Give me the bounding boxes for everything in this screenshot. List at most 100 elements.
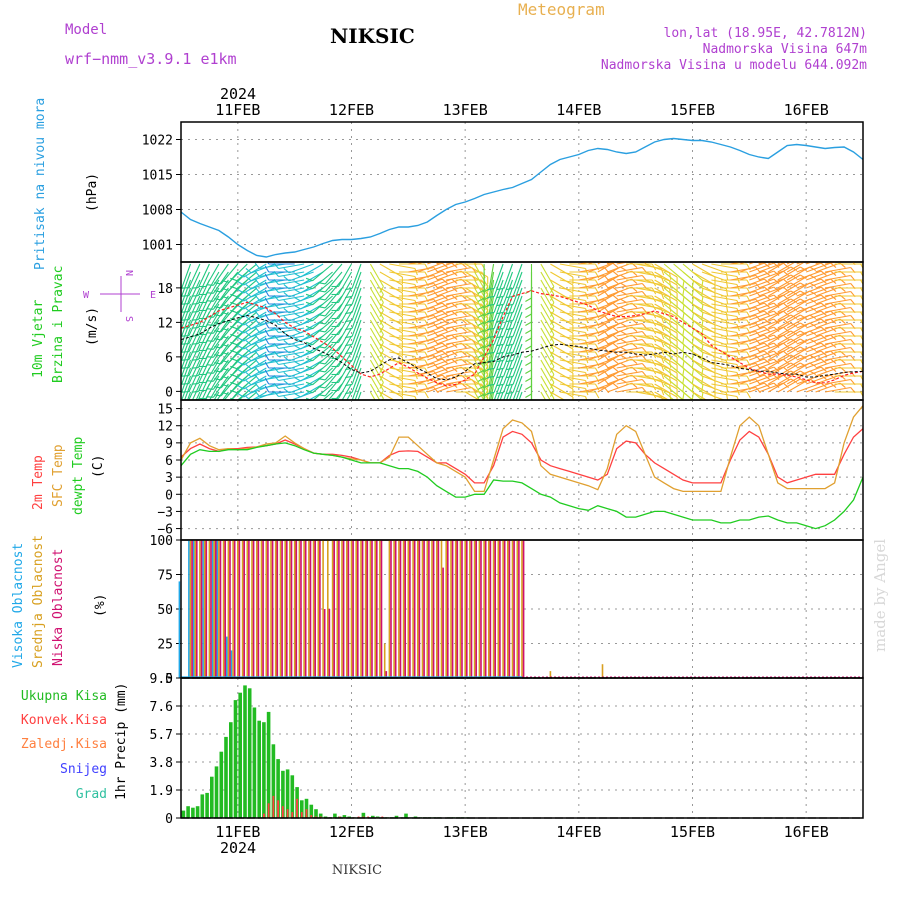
precip-total-bar [191,807,195,818]
wind-barb-feather [318,394,326,397]
wind-barb-feather [345,343,353,347]
wind-barb [243,375,267,390]
wind-barb [496,383,504,400]
wind-barb-feather [254,310,261,317]
wind-barb-feather [809,282,817,287]
wind-barb [338,311,352,335]
wind-barb [503,287,514,313]
wind-barb [739,318,765,329]
wind-barb [644,367,670,378]
precip-conv-bar [277,800,279,818]
wind-barb [369,303,384,327]
wind-barb-feather [669,336,672,344]
wind-barb-feather [477,337,485,342]
wind-barb [212,343,229,366]
wind-barb-feather [273,294,279,301]
wind-barb [259,375,286,382]
wind-barb [711,359,738,366]
wind-barb-feather [237,297,244,302]
wind-barb [205,327,220,351]
wind-barb [243,295,267,310]
wind-barb [758,318,784,329]
wind-barb [278,351,305,358]
wind-barb [758,294,784,305]
wind-barb-feather [181,327,190,329]
wind-barb [324,375,343,397]
wind-barb [550,279,574,294]
wind-barb [427,318,452,329]
ytick-label: 7.6 [150,700,173,715]
wind-barb [488,319,495,346]
wind-barb [654,279,678,294]
wind-barb-feather [283,291,290,298]
ytick-label: 1001 [142,239,173,254]
wind-barb [588,294,613,305]
wind-barb-feather [318,403,325,404]
wind-barb [379,367,403,382]
wind-barb-feather [669,304,672,312]
wind-barb [559,391,586,398]
wind-barb-feather [880,304,884,310]
precip-total-bar [318,813,323,818]
panel-precipitation: 9.5 7.6 5.7 3.8 1.9 0 [150,672,863,827]
wind-barb [197,263,210,288]
wind-barb-feather [264,369,270,377]
wind-barb [682,391,694,400]
wind-barb [338,279,352,303]
wind-barb-feather [880,296,884,302]
wind-barb-feather [191,303,199,305]
wind-barb [312,279,333,298]
wind-barb [389,391,416,398]
wind-barb [351,263,362,289]
wind-barb-feather [181,383,190,385]
wind-barb-feather [880,376,884,382]
wind-barb [768,322,792,337]
wind-barb-feather [214,411,221,412]
wind-barb [493,287,504,313]
wind-barb-feather [701,320,704,328]
wind-barb-feather [477,385,485,390]
wind-barb [491,391,495,400]
wind-barb-feather [691,384,695,392]
wind-barb-feather [496,359,504,363]
wind-barb-feather [669,296,672,304]
wind-barb-feather [870,304,874,310]
wind-barb-feather [725,344,729,352]
day-label-top: 16FEB [784,101,829,119]
wind-barb [796,302,822,313]
wind-barb [181,288,182,290]
wind-barb-feather [305,389,313,394]
wind-barb [777,370,801,385]
wind-barb [369,271,384,295]
wind-barb [825,306,851,313]
wind-barb-feather [889,368,893,374]
wind-barb [796,262,822,273]
wind-barb [607,270,632,281]
wind-barb [739,366,765,377]
precip-total-bar [247,688,252,818]
ytick-label: −3 [157,505,173,520]
wind-barb-feather [487,359,495,363]
wind-barb [312,335,333,354]
wind-barb [512,327,523,353]
ytick-label: 6 [165,351,173,366]
wind-barb [300,375,324,390]
wind-barb [701,327,727,338]
wind-barb [644,303,670,314]
wind-barb [550,391,566,400]
wind-barb [389,335,416,342]
wind-barb [711,351,738,358]
wind-barb-feather [809,322,817,327]
wind-barb [312,271,333,290]
wind-barb-feather [191,327,199,329]
cloud-label-high: Visoka Oblacnost [11,543,26,668]
wind-barb [488,271,495,298]
wind-barb-feather [181,351,190,353]
wind-barb-feather [191,359,199,361]
wind-barb [512,343,523,369]
wind-barb-feather [550,407,554,413]
wind-barb [815,318,841,329]
wind-barb-feather [245,267,252,274]
wind-barb-feather [192,408,199,409]
wind-barb-feather [181,295,190,297]
